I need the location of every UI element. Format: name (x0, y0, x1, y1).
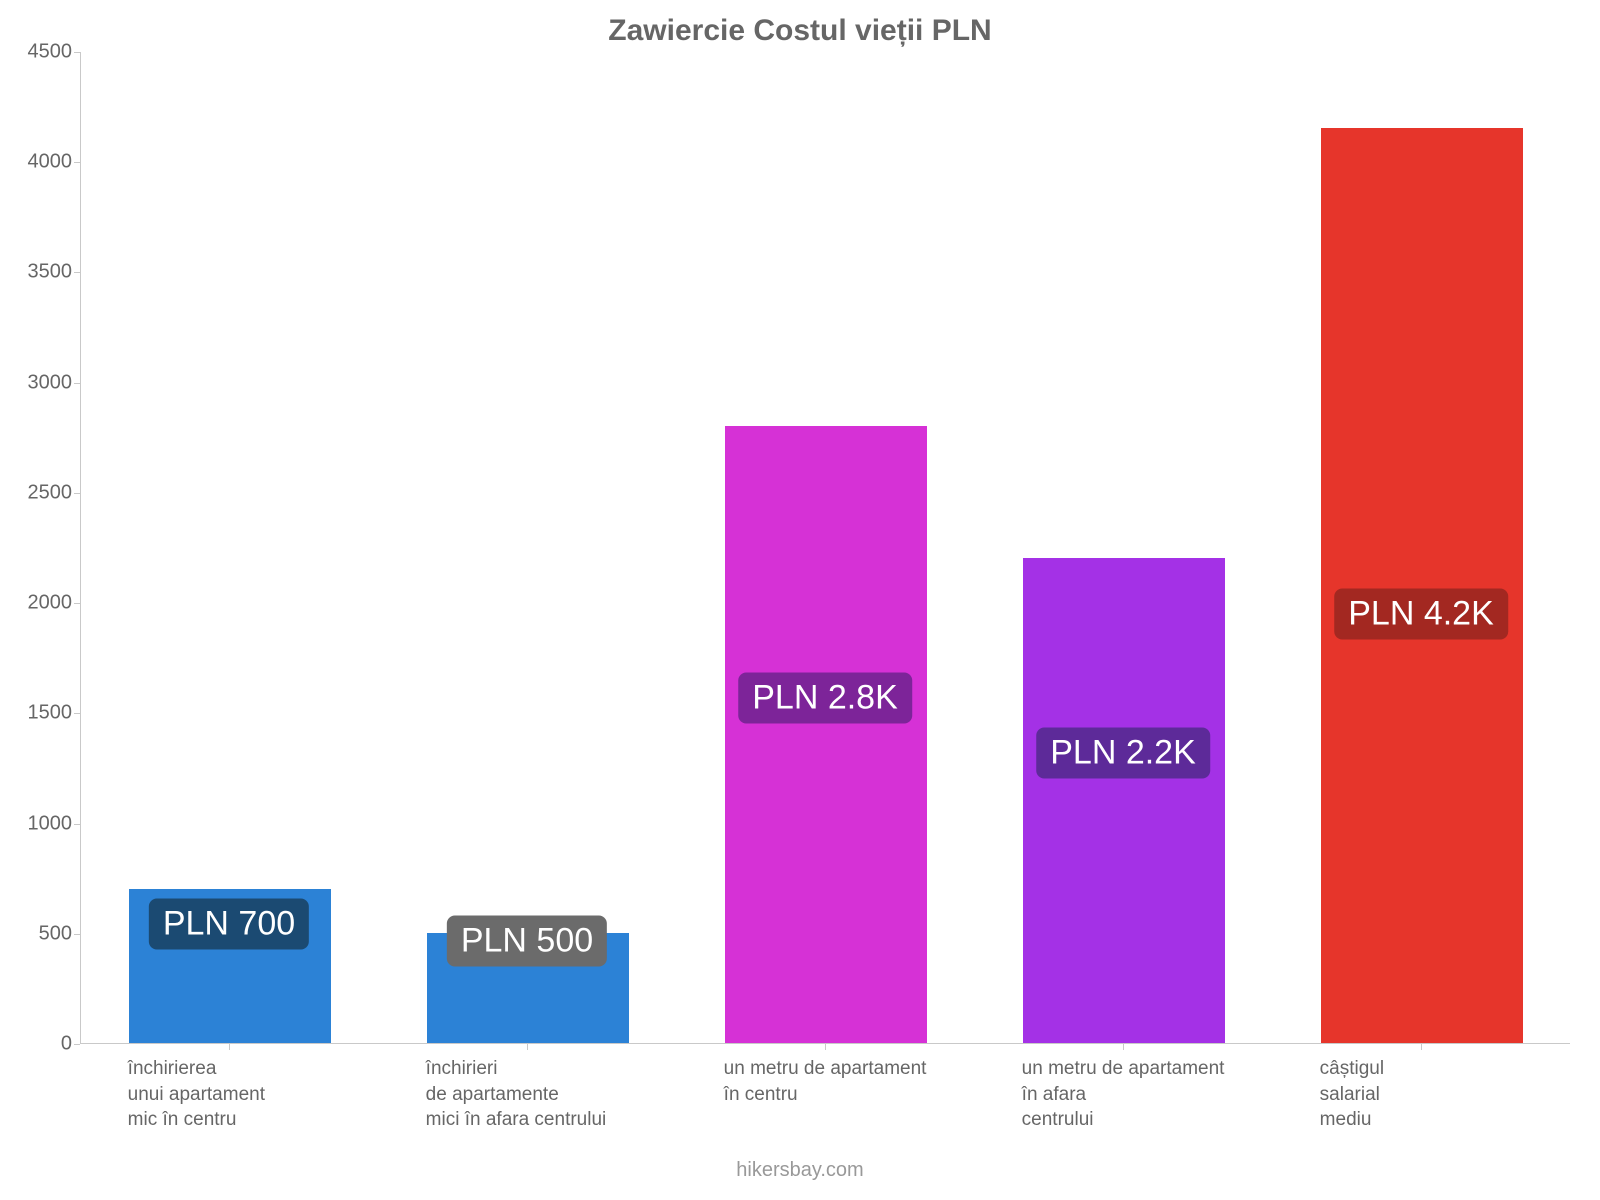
y-tick-mark (74, 272, 80, 273)
x-tick-mark (229, 1044, 230, 1050)
y-tick-label: 0 (61, 1033, 72, 1056)
x-tick-mark (1123, 1044, 1124, 1050)
y-tick-label: 2000 (28, 592, 73, 615)
y-tick-label: 3500 (28, 261, 73, 284)
y-tick-mark (74, 934, 80, 935)
y-tick-label: 2500 (28, 481, 73, 504)
y-tick-mark (74, 713, 80, 714)
chart-title: Zawiercie Costul vieții PLN (0, 14, 1600, 48)
x-category-label: un metru de apartamentîn centru (724, 1056, 984, 1107)
x-tick-mark (825, 1044, 826, 1050)
y-tick-mark (74, 493, 80, 494)
x-category-label: un metru de apartamentîn afaracentrului (1022, 1056, 1282, 1133)
y-tick-mark (74, 603, 80, 604)
x-category-label: câștigulsalarialmediu (1320, 1056, 1580, 1133)
bar-data-label: PLN 2.8K (738, 673, 912, 724)
y-tick-mark (74, 52, 80, 53)
attribution-text: hikersbay.com (0, 1159, 1600, 1182)
cost-of-living-chart: Zawiercie Costul vieții PLN 0 500 1000 1500… (0, 0, 1600, 1200)
bar (1321, 128, 1524, 1043)
x-category-label: închiriereaunui apartamentmic în centru (128, 1056, 388, 1133)
y-tick-label: 1000 (28, 812, 73, 835)
bar-data-label: PLN 2.2K (1036, 728, 1210, 779)
y-tick-label: 3000 (28, 371, 73, 394)
y-tick-mark (74, 824, 80, 825)
y-tick-label: 1500 (28, 702, 73, 725)
bar-data-label: PLN 4.2K (1334, 589, 1508, 640)
bar-data-label: PLN 700 (149, 898, 309, 949)
y-tick-label: 4000 (28, 151, 73, 174)
y-tick-mark (74, 1044, 80, 1045)
x-tick-mark (1421, 1044, 1422, 1050)
x-tick-mark (527, 1044, 528, 1050)
y-tick-mark (74, 162, 80, 163)
y-tick-mark (74, 383, 80, 384)
bar-data-label: PLN 500 (447, 916, 607, 967)
bar (1023, 558, 1226, 1043)
x-category-label: închirieride apartamentemici în afara ce… (426, 1056, 686, 1133)
y-tick-label: 4500 (28, 41, 73, 64)
plot-area (80, 52, 1570, 1044)
y-tick-label: 500 (39, 922, 72, 945)
bar (725, 426, 928, 1043)
